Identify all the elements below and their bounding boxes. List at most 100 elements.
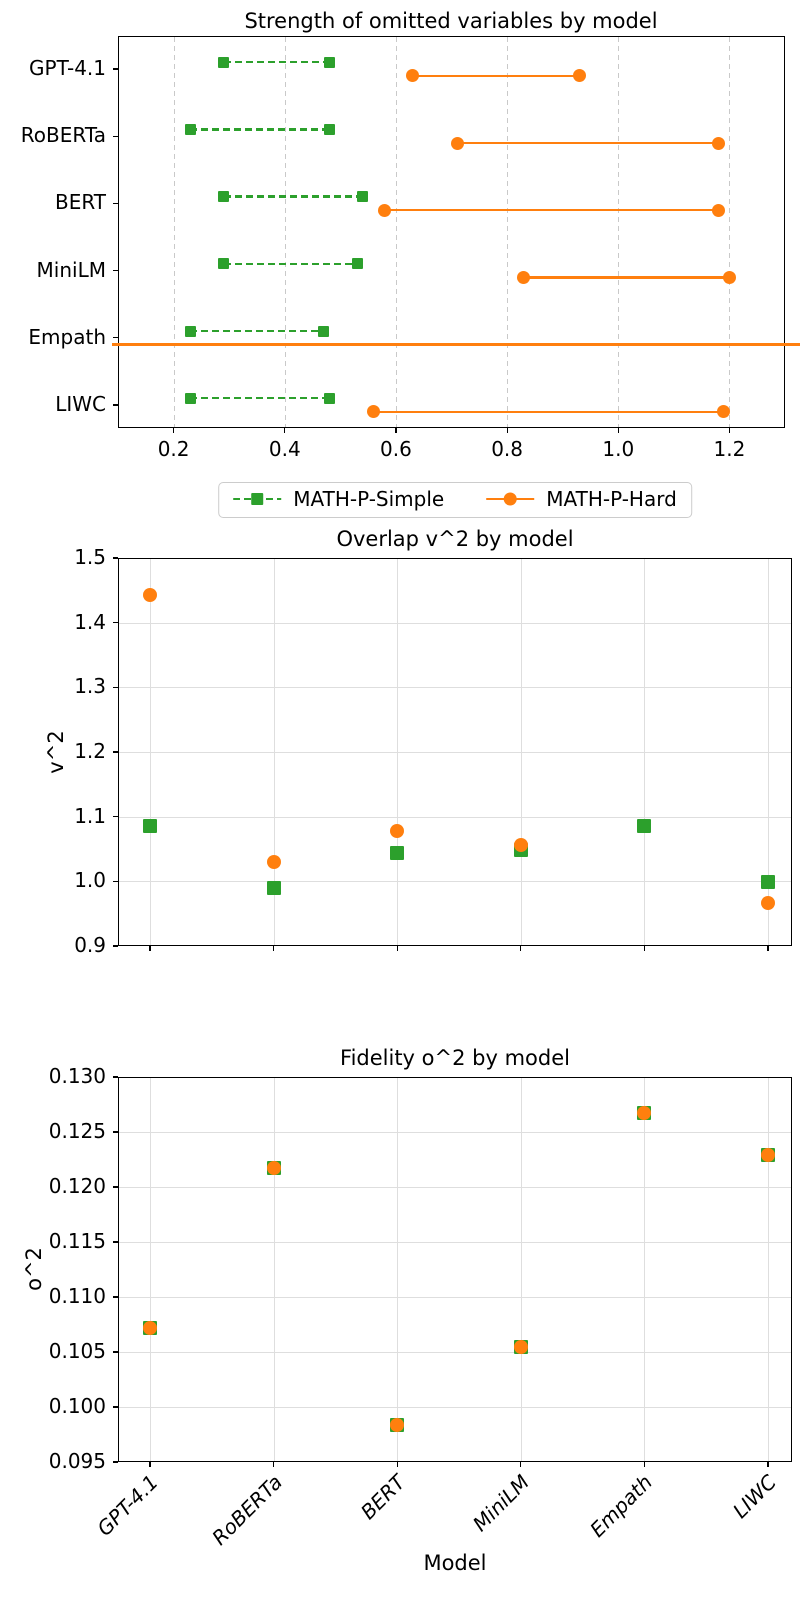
- horizontal-gridline: [119, 1407, 791, 1408]
- hard-point: [637, 1106, 652, 1121]
- simple-point: [266, 881, 281, 896]
- y-tick-mark: [113, 337, 118, 339]
- y-tick-mark: [113, 1076, 118, 1078]
- simple-point: [637, 818, 652, 833]
- y-tick-mark: [113, 404, 118, 406]
- rotated-category-label: GPT-4.1: [92, 1470, 163, 1541]
- strength-chart-title: Strength of omitted variables by model: [244, 9, 658, 33]
- hard-point: [513, 837, 528, 852]
- vertical-gridline: [397, 559, 399, 945]
- simple-range-line: [223, 195, 363, 198]
- x-tick-mark: [273, 1462, 275, 1467]
- x-tick-mark: [643, 946, 646, 951]
- x-tick-label: 1.2: [713, 437, 746, 461]
- vertical-gridline: [273, 559, 275, 945]
- y-tick-mark: [113, 557, 118, 559]
- hard-range-marker: [367, 405, 381, 419]
- category-label: LIWC: [55, 392, 106, 416]
- hard-range-line: [384, 208, 719, 212]
- fidelity-x-axis-label: Model: [423, 1551, 487, 1575]
- y-tick-mark: [113, 202, 118, 205]
- vertical-gridline: [273, 1078, 275, 1461]
- simple-range-line: [223, 60, 330, 64]
- y-tick-label: 1.3: [74, 674, 106, 699]
- legend-box: MATH-P-Simple MATH-P-Hard: [218, 482, 692, 518]
- rotated-category-label: MiniLM: [467, 1470, 534, 1537]
- y-tick-label: 0.100: [48, 1394, 106, 1418]
- horizontal-gridline: [119, 1352, 791, 1353]
- y-tick-mark: [113, 751, 118, 753]
- rotated-category-label: Empath: [585, 1470, 658, 1542]
- simple-range-marker: [184, 392, 196, 404]
- x-tick-mark: [520, 1462, 522, 1467]
- y-tick-mark: [113, 68, 118, 70]
- vertical-gridline: [644, 1078, 646, 1461]
- hard-range-line: [373, 410, 724, 414]
- y-tick-label: 1.2: [74, 739, 106, 763]
- x-tick-mark: [396, 946, 398, 951]
- y-tick-label: 0.9: [74, 933, 106, 957]
- hard-point: [761, 895, 775, 910]
- horizontal-gridline: [119, 1132, 791, 1133]
- hard-point: [390, 1417, 405, 1432]
- hard-range-marker: [711, 136, 725, 150]
- rotated-category-label: BERT: [356, 1470, 411, 1525]
- y-tick-mark: [113, 945, 118, 947]
- y-tick-label: 1.4: [74, 609, 106, 634]
- y-tick-label: 0.105: [48, 1339, 106, 1363]
- hard-point: [513, 1339, 528, 1354]
- horizontal-gridline: [119, 1187, 791, 1188]
- y-tick-mark: [113, 1296, 118, 1298]
- rotated-category-label: RoBERTa: [206, 1470, 287, 1550]
- strength-chart-axes: [118, 36, 785, 428]
- simple-range-marker: [351, 258, 363, 270]
- vertical-gridline: [520, 1078, 522, 1461]
- hard-range-marker: [406, 69, 420, 83]
- y-tick-label: 0.125: [48, 1119, 106, 1143]
- x-tick-label: 1.0: [602, 437, 635, 461]
- vertical-gridline: [618, 37, 620, 427]
- simple-range-marker: [357, 191, 369, 203]
- y-tick-label: 0.120: [48, 1174, 106, 1198]
- hard-range-line: [457, 141, 719, 145]
- y-tick-mark: [113, 135, 118, 137]
- x-tick-mark: [617, 428, 619, 433]
- vertical-gridline: [644, 559, 646, 945]
- x-tick-mark: [506, 428, 508, 433]
- vertical-gridline: [150, 559, 151, 945]
- x-tick-mark: [284, 428, 286, 433]
- horizontal-gridline: [119, 687, 791, 689]
- y-tick-mark: [113, 1186, 118, 1188]
- simple-range-marker: [323, 392, 335, 404]
- hard-point: [390, 823, 405, 838]
- hard-point: [266, 854, 281, 869]
- y-tick-mark: [113, 1406, 118, 1408]
- x-tick-mark: [396, 1462, 398, 1467]
- x-tick-mark: [173, 428, 175, 433]
- simple-range-marker: [318, 325, 330, 337]
- horizontal-gridline: [119, 816, 791, 818]
- vertical-gridline: [397, 1078, 399, 1461]
- horizontal-gridline: [119, 752, 791, 753]
- legend-square-marker: [251, 493, 264, 505]
- hard-point: [143, 1320, 157, 1335]
- x-tick-mark: [643, 1462, 646, 1467]
- x-tick-mark: [520, 946, 522, 951]
- legend-item-math-p-hard: MATH-P-Hard: [486, 487, 677, 511]
- hard-point: [761, 1148, 775, 1163]
- vertical-gridline: [729, 37, 731, 427]
- y-tick-mark: [113, 270, 118, 272]
- simple-point: [390, 845, 405, 860]
- legend-label-hard: MATH-P-Hard: [546, 487, 677, 511]
- x-tick-mark: [149, 946, 151, 951]
- hard-range-line: [412, 74, 580, 78]
- simple-range-line: [190, 396, 330, 400]
- simple-range-line: [223, 262, 357, 266]
- vertical-gridline: [150, 1078, 151, 1461]
- hard-point: [266, 1161, 281, 1176]
- y-tick-label: 0.115: [48, 1229, 106, 1253]
- horizontal-gridline: [119, 1297, 791, 1298]
- y-tick-label: 1.0: [74, 868, 106, 893]
- vertical-gridline: [284, 37, 286, 427]
